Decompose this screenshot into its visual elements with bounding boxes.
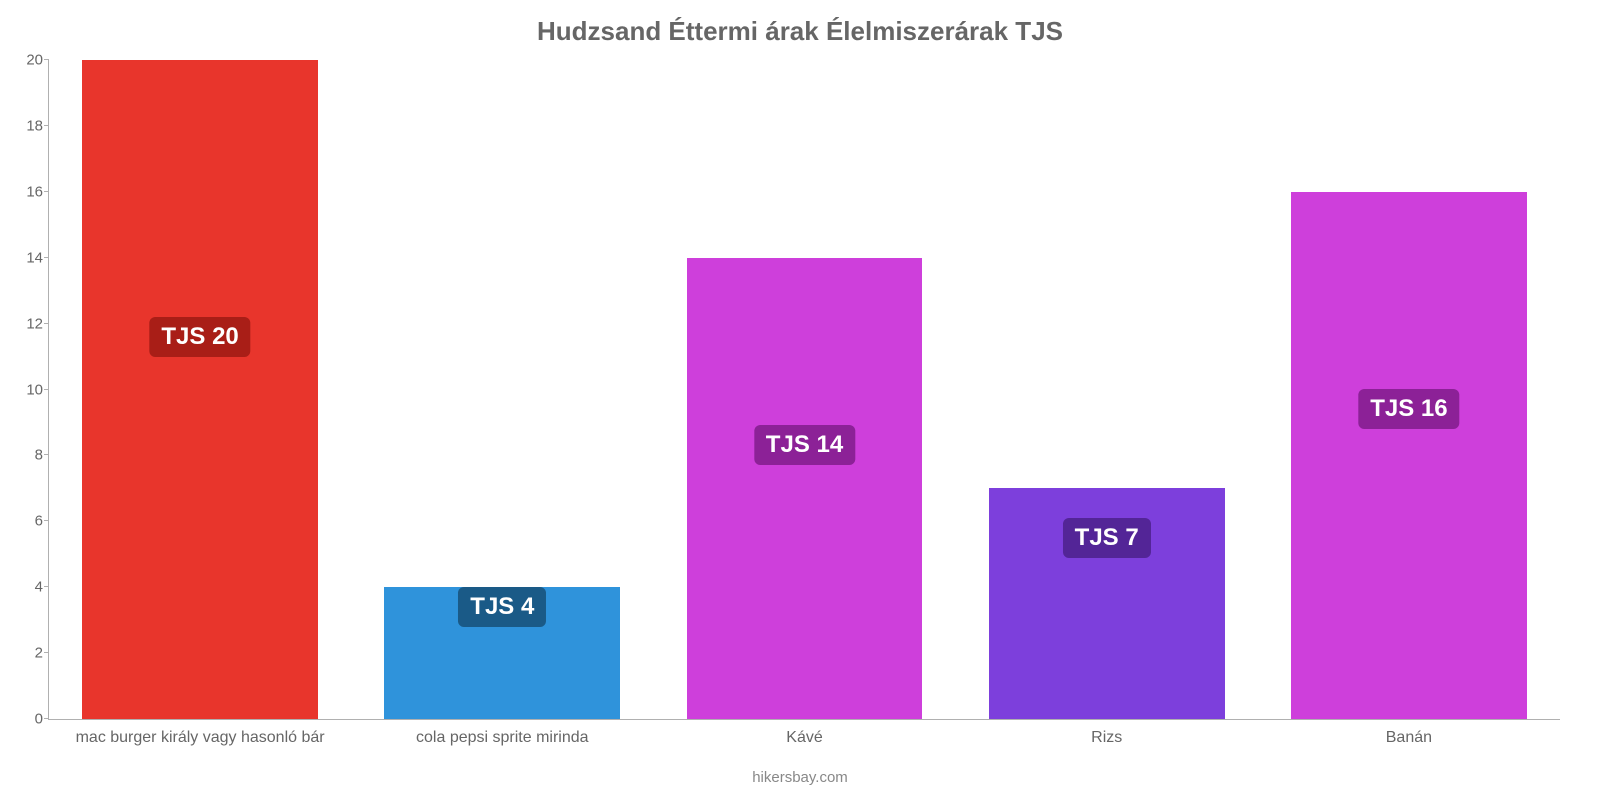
y-tick-mark [44,59,49,60]
bar [1291,192,1527,719]
y-tick-label: 10 [9,381,43,398]
value-badge: TJS 16 [1358,389,1459,429]
y-tick-mark [44,652,49,653]
y-tick-mark [44,389,49,390]
bar [687,258,923,719]
y-tick-mark [44,191,49,192]
value-badge: TJS 20 [149,317,250,357]
y-tick-label: 0 [9,711,43,728]
y-tick-label: 18 [9,117,43,134]
y-tick-label: 14 [9,249,43,266]
y-tick-mark [44,323,49,324]
x-category-label: cola pepsi sprite mirinda [416,729,589,747]
x-category-label: Kávé [786,729,822,747]
bars-layer: mac burger király vagy hasonló bárTJS 20… [49,60,1560,719]
y-tick-label: 4 [9,579,43,596]
value-badge: TJS 4 [458,587,546,627]
y-tick-label: 8 [9,447,43,464]
chart-footer: hikersbay.com [0,769,1600,786]
y-tick-mark [44,454,49,455]
y-tick-label: 16 [9,183,43,200]
x-category-label: Rizs [1091,729,1122,747]
x-category-label: Banán [1386,729,1432,747]
y-tick-label: 12 [9,315,43,332]
value-badge: TJS 7 [1063,518,1151,558]
plot-area: mac burger király vagy hasonló bárTJS 20… [48,60,1560,720]
chart-title: Hudzsand Éttermi árak Élelmiszerárak TJS [0,16,1600,47]
y-tick-label: 20 [9,52,43,69]
y-tick-label: 6 [9,513,43,530]
price-bar-chart: Hudzsand Éttermi árak Élelmiszerárak TJS… [0,0,1600,800]
y-tick-mark [44,257,49,258]
y-tick-mark [44,125,49,126]
y-tick-mark [44,718,49,719]
x-category-label: mac burger király vagy hasonló bár [76,729,325,747]
y-tick-mark [44,520,49,521]
bar [82,60,318,719]
y-tick-label: 2 [9,645,43,662]
y-tick-mark [44,586,49,587]
value-badge: TJS 14 [754,425,855,465]
